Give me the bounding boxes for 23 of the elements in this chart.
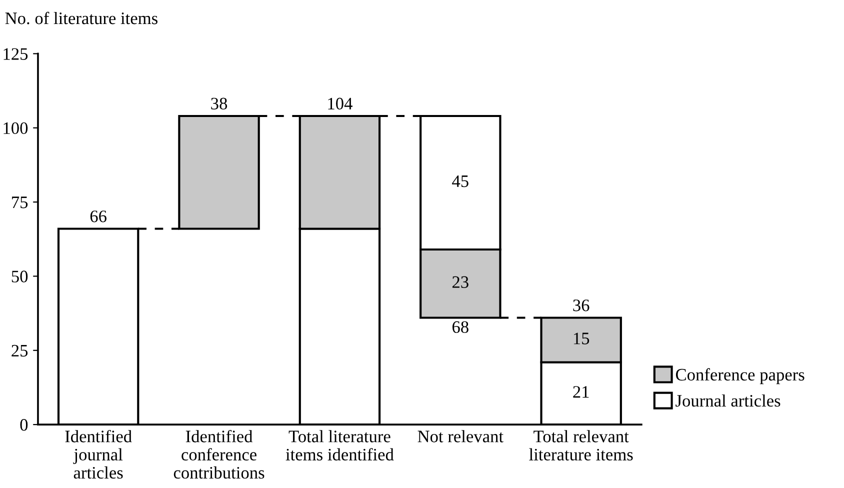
y-axis-title: No. of literature items	[5, 12, 158, 24]
legend-label: Journal articles	[676, 394, 780, 407]
x-tick-label: Total literature items identified	[286, 430, 394, 460]
x-tick-label: Identified conference contributions	[174, 430, 264, 479]
data-label: 15	[574, 332, 590, 344]
total-label: 68	[452, 321, 468, 333]
y-tick-label: 75	[12, 196, 28, 208]
data-label: 38	[211, 98, 228, 110]
data-label: 45	[452, 175, 468, 188]
data-label: 66	[90, 210, 106, 222]
legend-label: Conference papers	[676, 368, 804, 384]
x-tick-label: Not relevant	[418, 430, 504, 442]
y-tick-label: 100	[4, 122, 28, 134]
total-label: 104	[328, 98, 352, 110]
y-tick-label: 25	[12, 344, 28, 357]
y-tick-label: 125	[4, 48, 28, 60]
total-label: 36	[573, 300, 590, 312]
data-label: 23	[452, 276, 468, 288]
x-tick-label: Total relevant literature items	[529, 430, 633, 460]
y-tick-label: 50	[12, 270, 28, 282]
x-tick-label: Identified journal articles	[65, 430, 132, 479]
data-label: 21	[573, 386, 589, 398]
y-tick-label: 0	[20, 419, 28, 431]
